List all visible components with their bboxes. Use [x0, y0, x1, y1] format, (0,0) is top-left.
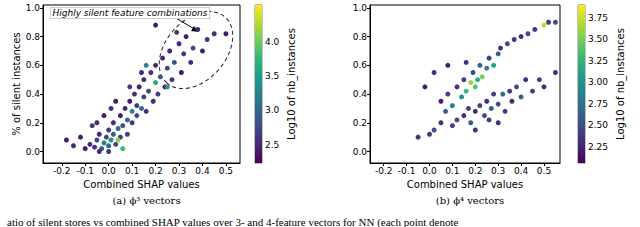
- svg-text:3.00: 3.00: [588, 77, 608, 87]
- svg-text:0.4: 0.4: [353, 89, 368, 99]
- svg-text:Combined SHAP values: Combined SHAP values: [83, 179, 199, 190]
- svg-text:0.4: 0.4: [195, 166, 210, 176]
- svg-text:Log10 of nb_instances: Log10 of nb_instances: [615, 28, 627, 140]
- svg-text:0.0: 0.0: [26, 147, 41, 157]
- svg-text:0.6: 0.6: [353, 60, 368, 70]
- svg-text:0.2: 0.2: [468, 166, 482, 176]
- svg-text:0.4: 0.4: [26, 89, 41, 99]
- svg-text:0.2: 0.2: [148, 166, 162, 176]
- svg-text:0.5: 0.5: [537, 166, 551, 176]
- svg-text:0.5: 0.5: [219, 166, 233, 176]
- svg-text:0.2: 0.2: [26, 118, 40, 128]
- svg-text:0.0: 0.0: [422, 166, 437, 176]
- svg-text:0.8: 0.8: [353, 32, 368, 42]
- svg-text:0.1: 0.1: [445, 166, 459, 176]
- svg-text:2.50: 2.50: [588, 120, 608, 130]
- svg-text:0.2: 0.2: [353, 118, 367, 128]
- svg-text:3.25: 3.25: [588, 56, 608, 66]
- svg-text:% of silent instances: % of silent instances: [11, 32, 22, 135]
- svg-text:2.75: 2.75: [588, 99, 608, 109]
- svg-text:2.5: 2.5: [265, 140, 279, 150]
- svg-text:Combined SHAP values: Combined SHAP values: [407, 179, 523, 190]
- svg-text:(a) ϕ³ vectors: (a) ϕ³ vectors: [112, 195, 180, 206]
- svg-text:3.50: 3.50: [588, 34, 608, 44]
- svg-text:0.1: 0.1: [125, 166, 139, 176]
- svg-text:0.0: 0.0: [102, 166, 117, 176]
- svg-text:1.0: 1.0: [26, 3, 41, 13]
- svg-text:0.3: 0.3: [491, 166, 505, 176]
- svg-text:-0.2: -0.2: [53, 166, 71, 176]
- svg-text:0.0: 0.0: [353, 147, 368, 157]
- svg-text:atio of silent stores vs combi: atio of silent stores vs combined SHAP v…: [7, 216, 458, 227]
- svg-text:0.8: 0.8: [26, 32, 41, 42]
- svg-text:2.25: 2.25: [588, 142, 608, 152]
- svg-text:4.0: 4.0: [265, 37, 280, 47]
- svg-text:3.5: 3.5: [265, 71, 279, 81]
- svg-text:-0.2: -0.2: [375, 166, 393, 176]
- svg-text:Log10 of nb_instances: Log10 of nb_instances: [286, 28, 298, 140]
- svg-text:-0.1: -0.1: [398, 166, 416, 176]
- svg-text:Highly silent feature combinat: Highly silent feature combinations: [53, 8, 208, 18]
- svg-text:0.6: 0.6: [26, 60, 41, 70]
- svg-text:0.4: 0.4: [514, 166, 529, 176]
- svg-text:-0.1: -0.1: [76, 166, 94, 176]
- svg-text:(b) ϕ⁴ vectors: (b) ϕ⁴ vectors: [436, 195, 505, 206]
- svg-text:3.0: 3.0: [265, 105, 280, 115]
- svg-text:1.0: 1.0: [353, 3, 368, 13]
- svg-text:3.75: 3.75: [588, 13, 608, 23]
- svg-text:0.3: 0.3: [172, 166, 186, 176]
